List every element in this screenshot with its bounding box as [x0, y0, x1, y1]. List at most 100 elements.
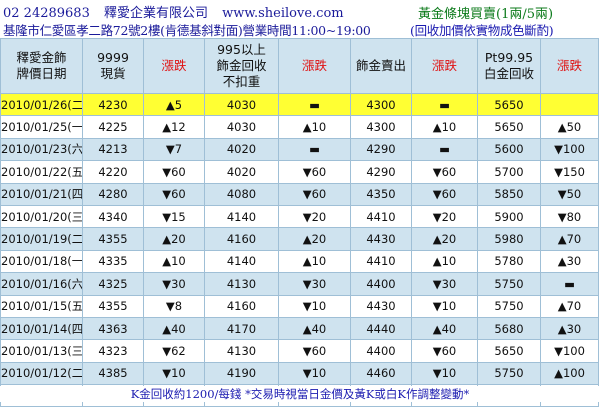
table-row: 2010/01/20(三) 4340 ▼15 4140 ▼20 4410 ▼20 5900 ▼8… — [0, 204, 599, 229]
sell-change-cell: ▬ — [411, 92, 478, 117]
date-cell: 2010/01/21(四) — [0, 182, 83, 206]
recycle-change-cell: ▼30 — [278, 272, 351, 296]
column-header: 995以上 飾金回收 不扣重 — [204, 38, 279, 94]
column-header: 漲跌 — [143, 38, 205, 94]
header: 02 24289683 釋愛企業有限公司 www.sheilove.com 基隆… — [0, 0, 600, 38]
spot-change-cell: ▲5 — [143, 92, 205, 117]
date-cell: 2010/01/14(四) — [0, 316, 83, 341]
recycle-change-cell: ▼10 — [278, 361, 351, 386]
recycle-price-cell: 4160 — [204, 227, 279, 251]
spot-price-cell: 4225 — [82, 115, 144, 139]
sell-price-cell: 4440 — [350, 316, 412, 341]
platinum-change-cell: ▲70 — [540, 294, 599, 318]
recycle-price-cell: 4140 — [204, 204, 279, 229]
platinum-change-cell: ▲100 — [540, 361, 599, 386]
sell-price-cell: 4350 — [350, 182, 412, 206]
table-row: 2010/01/19(二) 4355 ▲20 4160 ▲20 4430 ▲20 5980 ▲7… — [0, 227, 599, 251]
spot-change-cell: ▲10 — [143, 249, 205, 274]
column-header: 漲跌 — [411, 38, 478, 94]
sell-change-cell: ▼30 — [411, 272, 478, 296]
date-cell: 2010/01/22(五) — [0, 160, 83, 184]
platinum-price-cell: 5650 — [477, 339, 541, 363]
company-name: 釋愛企業有限公司 — [103, 6, 208, 21]
platinum-price-cell: 5700 — [477, 160, 541, 184]
sell-change-cell: ▼20 — [411, 204, 478, 229]
column-header: Pt99.95 白金回收 — [477, 38, 541, 94]
sell-price-cell: 4430 — [350, 227, 412, 251]
recycle-note: (回收加價依實物成色斷酌) — [410, 23, 554, 38]
platinum-change-cell: ▲70 — [540, 227, 599, 251]
column-header: 漲跌 — [540, 38, 599, 94]
date-cell: 2010/01/18(一) — [0, 249, 83, 274]
sell-price-cell: 4430 — [350, 294, 412, 318]
platinum-change-cell: ▬ — [540, 272, 599, 296]
platinum-change-cell: ▲30 — [540, 316, 599, 341]
platinum-change-cell: ▼80 — [540, 204, 599, 229]
platinum-change-cell — [540, 92, 599, 117]
spot-price-cell: 4363 — [82, 316, 144, 341]
spot-price-cell: 4220 — [82, 160, 144, 184]
recycle-change-cell: ▲20 — [278, 227, 351, 251]
table-row: 2010/01/12(二) 4385 ▼10 4190 ▼10 4460 ▼10 5750 ▲1… — [0, 361, 599, 386]
spot-change-cell: ▼8 — [143, 294, 205, 318]
date-cell: 2010/01/15(五) — [0, 294, 83, 318]
sell-price-cell: 4400 — [350, 339, 412, 363]
table-row: 2010/01/15(五) 4355 ▼8 4160 ▼10 4430 ▼10 5750 ▲70 — [0, 294, 599, 318]
sell-price-cell: 4460 — [350, 361, 412, 386]
platinum-change-cell: ▼150 — [540, 160, 599, 184]
date-cell: 2010/01/13(三) — [0, 339, 83, 363]
address-hours: 基隆市仁愛區孝二路72號2樓(肯德基斜對面)營業時間11:00~19:00 — [3, 23, 371, 38]
table-row: 2010/01/18(一) 4335 ▲10 4140 ▲10 4410 ▲10 5780 ▲3… — [0, 249, 599, 274]
platinum-change-cell: ▼100 — [540, 339, 599, 363]
price-table: 釋愛金飾 牌價日期 9999 現貨 漲跌 995以上 飾金回收 不扣重 漲跌 飾金賣出 漲跌 Pt99… — [0, 38, 599, 407]
recycle-change-cell: ▼10 — [278, 294, 351, 318]
recycle-change-cell: ▼60 — [278, 182, 351, 206]
sell-price-cell: 4400 — [350, 272, 412, 296]
date-cell: 2010/01/20(三) — [0, 204, 83, 229]
recycle-price-cell: 4130 — [204, 339, 279, 363]
sell-change-cell: ▲40 — [411, 316, 478, 341]
spot-change-cell: ▼60 — [143, 160, 205, 184]
platinum-price-cell: 5650 — [477, 92, 541, 117]
spot-change-cell: ▼10 — [143, 361, 205, 386]
sell-price-cell: 4290 — [350, 160, 412, 184]
sell-change-cell: ▼60 — [411, 339, 478, 363]
spot-change-cell: ▼30 — [143, 272, 205, 296]
spot-price-cell: 4340 — [82, 204, 144, 229]
spot-price-cell: 4323 — [82, 339, 144, 363]
table-row: 2010/01/25(一) 4225 ▲12 4030 ▲10 4300 ▲10 5650 ▲5… — [0, 115, 599, 139]
platinum-change-cell: ▲30 — [540, 249, 599, 274]
website-link[interactable]: www.sheilove.com — [222, 6, 344, 21]
sell-change-cell: ▲20 — [411, 227, 478, 251]
sell-change-cell: ▼10 — [411, 294, 478, 318]
recycle-change-cell: ▼20 — [278, 204, 351, 229]
platinum-price-cell: 5680 — [477, 316, 541, 341]
date-cell: 2010/01/12(二) — [0, 361, 83, 386]
table-row: 2010/01/26(二) 4230 ▲5 4030 ▬ 4300 ▬ 5650 — [0, 92, 599, 117]
spot-change-cell: ▲40 — [143, 316, 205, 341]
sell-change-cell: ▬ — [411, 137, 478, 162]
recycle-change-cell: ▲10 — [278, 115, 351, 139]
recycle-price-cell: 4080 — [204, 182, 279, 206]
spot-change-cell: ▲20 — [143, 227, 205, 251]
spot-change-cell: ▼7 — [143, 137, 205, 162]
table-body: 2010/01/26(二) 4230 ▲5 4030 ▬ 4300 ▬ 5650 2010/01… — [0, 92, 599, 407]
date-cell: 2010/01/16(六) — [0, 272, 83, 296]
table-row: 2010/01/14(四) 4363 ▲40 4170 ▲40 4440 ▲40 5680 ▲3… — [0, 316, 599, 341]
sell-price-cell: 4290 — [350, 137, 412, 162]
platinum-price-cell: 5900 — [477, 204, 541, 229]
column-header: 漲跌 — [278, 38, 351, 94]
footer-note: K金回收約1200/每錢 *交易時視當日金價及黃K或白K作調整變動* — [0, 386, 600, 402]
table-row: 2010/01/22(五) 4220 ▼60 4020 ▼60 4290 ▼60 5700 ▼1… — [0, 160, 599, 184]
table-row: 2010/01/21(四) 4280 ▼60 4080 ▼60 4350 ▼60 5850 ▼5… — [0, 182, 599, 206]
spot-price-cell: 4230 — [82, 92, 144, 117]
recycle-price-cell: 4160 — [204, 294, 279, 318]
date-cell: 2010/01/19(二) — [0, 227, 83, 251]
recycle-price-cell: 4130 — [204, 272, 279, 296]
spot-change-cell: ▼15 — [143, 204, 205, 229]
sell-change-cell: ▲10 — [411, 249, 478, 274]
date-cell: 2010/01/25(一) — [0, 115, 83, 139]
spot-price-cell: 4355 — [82, 227, 144, 251]
platinum-price-cell: 5600 — [477, 137, 541, 162]
spot-price-cell: 4385 — [82, 361, 144, 386]
